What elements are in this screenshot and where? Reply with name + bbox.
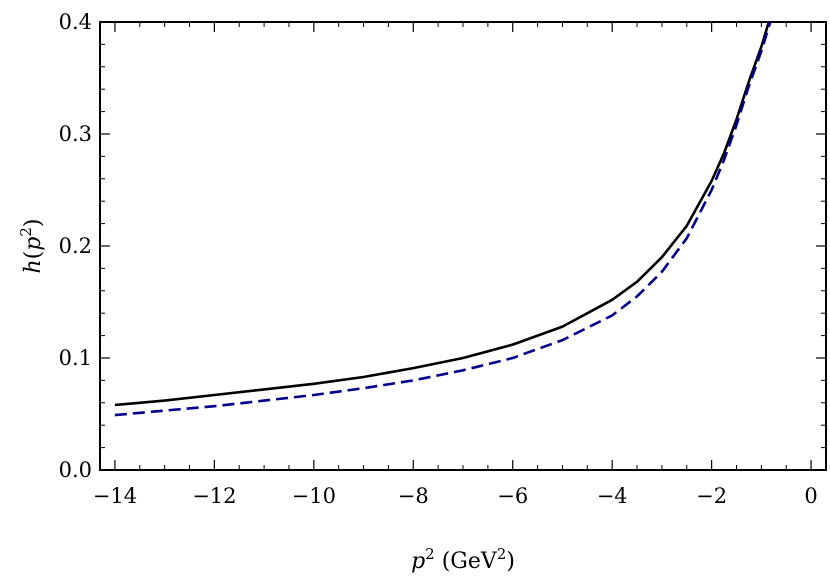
y-tick-label: 0.3 — [59, 122, 92, 146]
x-axis-title: p2 (GeV2) — [411, 545, 515, 574]
x-tick-label: −8 — [398, 484, 429, 508]
x-tick-label: 0 — [804, 484, 817, 508]
ticks — [100, 21, 826, 471]
y-tick-label: 0.4 — [59, 10, 92, 34]
y-tick-label: 0.0 — [59, 458, 92, 482]
x-tick-label: −14 — [93, 484, 137, 508]
plot-frame — [99, 21, 827, 471]
y-axis-title: h(p2) — [17, 219, 46, 274]
y-tick-label: 0.2 — [59, 234, 92, 258]
series-line-dashed — [114, 21, 772, 417]
tick-labels: −14 −12 −10 −8 −6 −4 −2 0 0.0 0.1 0.2 0.3 0.4 — [59, 10, 818, 508]
x-tick-label: −12 — [192, 484, 236, 508]
series-line-solid — [114, 21, 771, 407]
x-tick-label: −4 — [597, 484, 628, 508]
x-tick-label: −6 — [497, 484, 528, 508]
x-tick-label: −2 — [696, 484, 727, 508]
x-tick-label: −10 — [292, 484, 336, 508]
series — [114, 21, 772, 417]
y-tick-label: 0.1 — [59, 346, 92, 370]
